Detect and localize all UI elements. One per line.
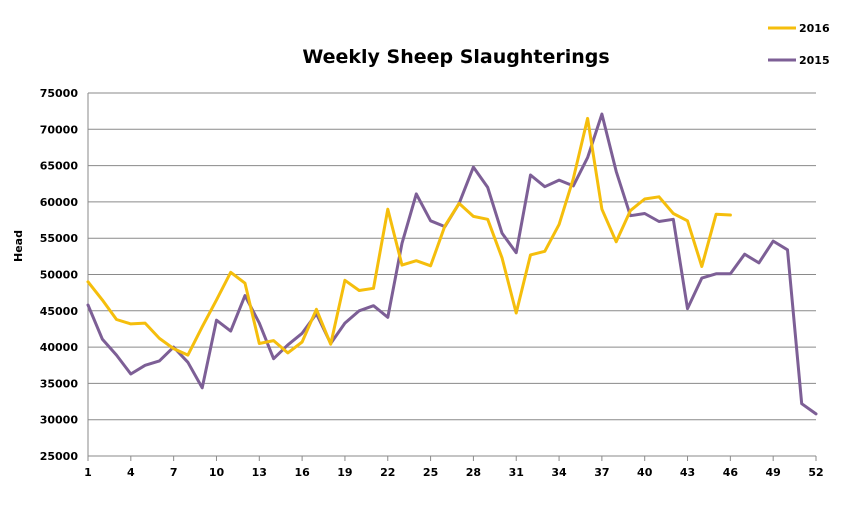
x-tick-label: 1: [84, 466, 92, 479]
y-axis-label: Head: [12, 230, 25, 262]
x-tick-label: 7: [170, 466, 178, 479]
legend-label-2015: 2015: [799, 54, 830, 67]
legend: 2016 2015: [768, 22, 830, 67]
x-tick-label: 25: [423, 466, 438, 479]
y-tick-label: 40000: [40, 341, 79, 354]
x-axis-ticks: 1 4 7 10 13 16 19 22 25 28 31 34 37 40 43 46 49 52: [84, 456, 824, 479]
grid: [87, 92, 816, 457]
x-tick-label: 19: [337, 466, 352, 479]
legend-label-2016: 2016: [799, 22, 830, 35]
y-tick-label: 45000: [40, 305, 79, 318]
y-tick-label: 70000: [40, 123, 79, 136]
y-tick-label: 30000: [40, 414, 79, 427]
y-tick-label: 35000: [40, 377, 79, 390]
y-tick-label: 50000: [40, 269, 79, 282]
y-tick-label: 60000: [40, 196, 79, 209]
x-tick-label: 43: [680, 466, 695, 479]
series-line-2015: [86, 112, 818, 416]
x-tick-label: 37: [594, 466, 609, 479]
x-tick-label: 49: [766, 466, 781, 479]
x-tick-label: 16: [294, 466, 310, 479]
y-tick-label: 55000: [40, 232, 79, 245]
chart-title: Weekly Sheep Slaughterings: [302, 46, 609, 68]
y-axis-ticks: 25000 30000 35000 40000 45000 50000 55000 60000…: [40, 87, 79, 463]
series-lines: [86, 112, 818, 416]
x-tick-label: 28: [466, 466, 481, 479]
y-tick-label: 65000: [40, 160, 79, 173]
x-tick-label: 46: [723, 466, 739, 479]
x-tick-label: 31: [509, 466, 524, 479]
x-tick-label: 34: [551, 466, 567, 479]
x-tick-label: 13: [252, 466, 267, 479]
x-tick-label: 40: [637, 466, 653, 479]
y-tick-label: 75000: [40, 87, 79, 100]
y-tick-label: 25000: [40, 450, 79, 463]
x-tick-label: 52: [808, 466, 823, 479]
x-tick-label: 10: [209, 466, 225, 479]
x-tick-label: 4: [127, 466, 135, 479]
series-line-2016: [86, 116, 732, 357]
x-tick-label: 22: [380, 466, 395, 479]
